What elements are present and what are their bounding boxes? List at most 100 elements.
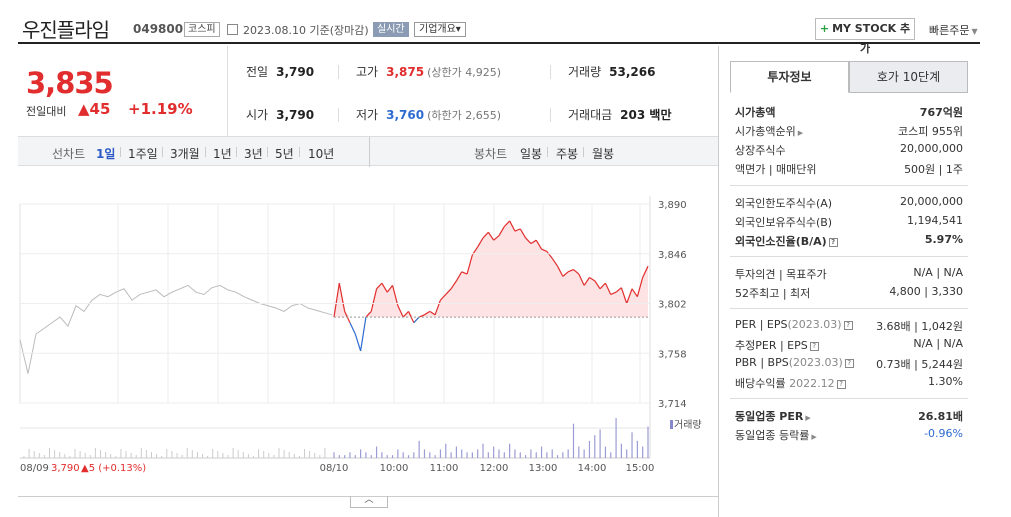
price-line-segment	[594, 280, 601, 290]
help-icon[interactable]: ?	[836, 379, 846, 389]
market-cap-rank-value: 코스피 955위	[898, 125, 963, 138]
sector-per-text: 동일업종 PER	[735, 410, 804, 423]
right-info-panel: 투자정보 호가 10단계 시가총액 767억원 시가총액순위 ▶ 코스피 955위…	[718, 46, 980, 517]
period-1d[interactable]: 1일	[96, 147, 116, 161]
price-line-segment	[525, 237, 532, 244]
foreign-ratio-text: 외국인소진율(B/A)	[735, 235, 827, 248]
period-3m[interactable]: 3개월	[170, 147, 200, 161]
dividend-date: 2022.12	[789, 377, 835, 390]
divider	[338, 108, 339, 122]
foreign-hold-value: 1,194,541	[907, 214, 963, 227]
price-line-segment	[642, 265, 649, 278]
tab-quote-10[interactable]: 호가 10단계	[849, 61, 968, 93]
sector-per-row[interactable]: 동일업종 PER ▶ 26.81배	[735, 408, 963, 426]
price-line-segment	[370, 288, 378, 312]
volume-legend-swatch	[670, 420, 673, 429]
volume-label: 거래량	[568, 65, 602, 79]
help-icon[interactable]: ?	[844, 358, 854, 368]
price-line-segment	[519, 228, 527, 239]
market-cap-rank-text: 시가총액순위	[735, 125, 796, 138]
candle-monthly[interactable]: 월봉	[592, 147, 615, 161]
x-tick-label: 11:00	[430, 463, 459, 474]
par-value: 500원 | 1주	[904, 163, 963, 176]
add-mystock-label: MY STOCK 추가	[832, 22, 911, 55]
period-1w[interactable]: 1주일	[128, 147, 158, 161]
line-chart-label: 선차트	[52, 147, 86, 161]
intraday-chart[interactable]: 3,890 3,846 3,802 3,758 3,714 08/10 10:00 11:0…	[18, 166, 718, 476]
add-mystock-button[interactable]: + MY STOCK 추가	[815, 18, 915, 55]
low-label: 저가	[356, 108, 379, 122]
est-per-row: 추정PER | EPS? N/A | N/A	[735, 337, 963, 355]
price-line-segment	[636, 277, 644, 297]
price-line-segment	[466, 254, 473, 275]
candle-weekly[interactable]: 주봉	[556, 147, 579, 161]
quick-order-button[interactable]: 빠른주문 ▼	[929, 22, 978, 38]
help-icon[interactable]: ?	[828, 237, 838, 247]
trade-amount-value: 203 백만	[620, 108, 672, 122]
price-line-segment	[631, 288, 638, 298]
price-change-percent: +1.19%	[128, 100, 193, 118]
open-label: 시가	[246, 108, 269, 122]
price-line-segment	[578, 273, 585, 286]
quick-order-label: 빠른주문	[929, 24, 970, 37]
market-cap-row: 시가총액 767억원	[735, 104, 963, 122]
period-3y[interactable]: 3년	[244, 147, 263, 161]
divider	[550, 108, 551, 122]
price-line-segment	[376, 282, 383, 290]
price-summary: 3,835 전일대비 ▲45 +1.19%	[18, 46, 228, 136]
help-icon[interactable]: ?	[809, 341, 819, 351]
est-per-text: 추정PER | EPS	[735, 339, 808, 352]
divider	[547, 147, 548, 157]
price-line-segment	[455, 271, 463, 282]
high-price: 고가 3,875 (상한가 4,925)	[356, 63, 501, 80]
price-line-segment	[626, 288, 633, 304]
price-line-segment	[514, 228, 521, 232]
lower-limit: (하한가 2,655)	[427, 109, 501, 122]
price-stats: 전일 3,790 고가 3,875 (상한가 4,925) 거래량 53,266 시가 3…	[228, 46, 718, 136]
price-line-segment	[349, 322, 356, 335]
candle-chart-label: 봉차트	[474, 147, 508, 161]
price-line-segment	[360, 316, 367, 352]
divider	[730, 185, 968, 186]
collapse-chart-button[interactable]: ︿	[350, 496, 388, 508]
realtime-button[interactable]: 실시간	[373, 22, 409, 37]
divider	[730, 256, 968, 257]
foreign-ratio-label: 외국인소진율(B/A)?	[735, 233, 838, 249]
period-1y[interactable]: 1년	[213, 147, 232, 161]
price-line-segment	[530, 239, 537, 245]
price-line-segment	[418, 314, 425, 318]
x-tick-label: 15:00	[626, 463, 655, 474]
price-line-segment	[391, 285, 399, 306]
y-tick-label: 3,890	[658, 200, 687, 211]
volume-axis-label: 거래량	[674, 419, 702, 431]
y-tick-label: 3,846	[658, 250, 687, 261]
price-line-segment	[365, 311, 372, 318]
tab-invest-info[interactable]: 투자정보	[730, 61, 849, 93]
dividend-text: 배당수익률	[735, 377, 786, 390]
price-line-segment	[493, 235, 500, 241]
price-line-segment	[503, 220, 511, 228]
chevron-right-icon: ▶	[805, 414, 811, 422]
chevron-right-icon: ▶	[811, 433, 817, 441]
x-tick-label: 12:00	[480, 463, 509, 474]
price-line-segment	[381, 282, 388, 293]
price-line-segment	[556, 265, 564, 277]
period-10y[interactable]: 10년	[308, 147, 335, 161]
date-label: 2023.08.10 기준(장마감)	[243, 24, 369, 37]
price-line-segment	[424, 310, 431, 316]
market-cap-rank-row[interactable]: 시가총액순위 ▶ 코스피 955위	[735, 123, 963, 141]
period-5y[interactable]: 5년	[275, 147, 294, 161]
foreign-limit-label: 외국인한도주식수(A)	[735, 197, 833, 210]
price-line-segment	[551, 257, 559, 267]
volume: 거래량 53,266	[568, 63, 655, 80]
open-price: 시가 3,790	[246, 106, 314, 123]
help-icon[interactable]: ?	[843, 320, 853, 330]
candle-daily[interactable]: 일봉	[520, 147, 543, 161]
opinion-value: N/A | N/A	[913, 266, 963, 279]
chevron-right-icon: ▶	[797, 129, 804, 137]
sector-change-row[interactable]: 동일업종 등락률 ▶ -0.96%	[735, 427, 963, 445]
current-price: 3,835	[26, 66, 114, 100]
company-overview-button[interactable]: 기업개요▾	[414, 22, 466, 37]
market-cap-rank-label: 시가총액순위 ▶	[735, 123, 803, 139]
price-line-segment	[610, 291, 617, 296]
